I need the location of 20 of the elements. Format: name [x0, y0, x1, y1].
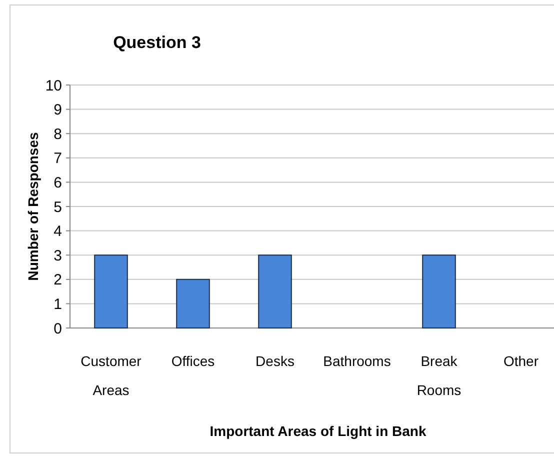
y-tick-label: 6 [54, 174, 62, 192]
y-tick-label: 0 [54, 320, 62, 338]
x-tick-label: Bathrooms [323, 353, 391, 369]
x-tick-label: Desks [256, 353, 294, 369]
chart-title: Question 3 [113, 33, 201, 52]
x-tick-label: Break Rooms [416, 353, 462, 398]
x-tick-label: Offices [171, 353, 215, 369]
y-tick-label: 3 [54, 247, 62, 264]
y-tick-label: 10 [45, 77, 62, 94]
y-tick-label: 1 [54, 296, 62, 313]
y-axis-title: Number of Responses [25, 132, 41, 281]
x-tick-label: Other [503, 353, 539, 369]
y-tick-label: 9 [54, 102, 62, 119]
x-tick-label: Customer Areas [80, 353, 142, 398]
y-tick-label: 8 [54, 126, 62, 143]
x-axis-title: Important Areas of Light in Bank [210, 423, 426, 439]
y-tick-label: 7 [54, 150, 62, 168]
y-tick-label: 5 [54, 198, 62, 216]
y-tick-label: 2 [54, 272, 62, 289]
y-tick-label: 4 [54, 223, 62, 240]
